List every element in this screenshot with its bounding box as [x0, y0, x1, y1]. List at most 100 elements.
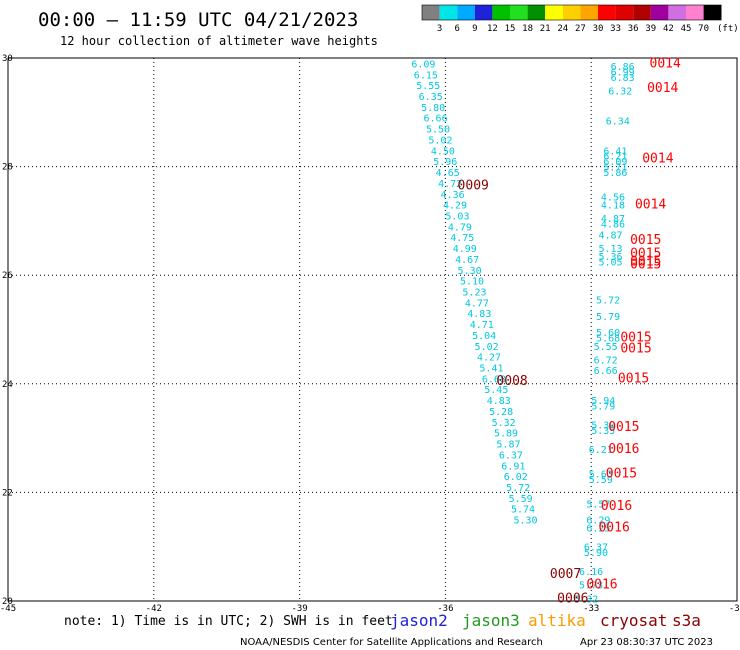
jason3-point-label: 5.59	[589, 475, 613, 486]
s3a-point-label: 0015	[630, 255, 661, 270]
y-tick-label: 28	[2, 163, 13, 173]
y-tick-label: 24	[2, 380, 13, 390]
colorbar-label: 42	[663, 24, 674, 34]
colorbar-swatch	[686, 5, 704, 20]
satellite-altika: altika	[528, 611, 586, 630]
jason3-point-label: 4.65	[436, 168, 460, 179]
jason3-point-label: 6.02	[504, 472, 528, 483]
chart-title: 00:00 – 11:59 UTC 04/21/2023	[38, 9, 358, 31]
x-tick-label: -30	[729, 604, 740, 614]
s3a-point-label: 0015	[606, 466, 637, 481]
colorbar-swatch	[633, 5, 651, 20]
jason3-point-label: 4.67	[455, 255, 479, 266]
y-tick-label: 20	[2, 597, 13, 607]
jason3-point-label: 5.50	[426, 125, 450, 136]
jason3-point-label: 6.83	[611, 73, 635, 84]
jason3-point-label: 4.79	[448, 222, 472, 233]
colorbar-label: 3	[437, 24, 442, 34]
colorbar-label: 39	[645, 24, 656, 34]
plot-frame	[7, 57, 738, 602]
colorbar-label: 36	[628, 24, 639, 34]
jason3-point-label: 4.71	[470, 320, 494, 331]
jason3-point-label: 5.30	[458, 266, 482, 277]
jason3-point-label: 4.87	[598, 230, 622, 241]
jason3-point-label: 4.72	[438, 179, 462, 190]
satellite-jason2: jason2	[390, 611, 448, 630]
colorbar-swatch	[422, 5, 440, 20]
s3a-point-label: 0015	[630, 246, 661, 261]
satellite-legend: jason2 jason3 altika cryosat s3a	[390, 611, 701, 630]
jason3-point-label: 4.75	[450, 233, 474, 244]
colorbar-swatch	[703, 5, 722, 20]
jason3-point-label: 5.73	[579, 581, 603, 592]
colorbar-label: 15	[505, 24, 516, 34]
colorbar-label: 21	[540, 24, 551, 34]
s3a-point-label: 0016	[598, 521, 629, 536]
jason3-point-label: 5.60	[596, 328, 620, 339]
jason3-point-label: 5.35	[591, 426, 615, 437]
jason3-point-label: 6.41	[603, 146, 627, 157]
colorbar-swatch	[527, 5, 546, 20]
colorbar-label: 45	[681, 24, 692, 34]
cryosat-point-label: 0008	[496, 374, 527, 389]
y-tick-label: 30	[2, 54, 13, 64]
jason3-point-label: 6.34	[606, 116, 630, 127]
x-tick-label: -45	[0, 604, 16, 614]
colorbar-swatch	[439, 5, 458, 20]
jason3-point-label: 6.25	[586, 524, 610, 535]
jason3-point-label: 5.57	[586, 499, 610, 510]
jason3-point-label: 5.04	[472, 331, 496, 342]
jason3-point-label: 6.86	[611, 62, 635, 73]
jason3-point-label: 5.89	[494, 429, 518, 440]
colorbar-swatch	[650, 5, 669, 20]
s3a-point-label: 0014	[642, 151, 673, 166]
colorbar-label: 18	[522, 24, 533, 34]
cryosat-point-label: 0006	[557, 591, 588, 606]
s3a-point-label: 0015	[608, 420, 639, 435]
jason3-point-label: 5.02	[428, 135, 452, 146]
cryosat-point-label: 0009	[458, 179, 489, 194]
colorbar-label: 30	[593, 24, 604, 34]
axis-ticks: -45 -42 -39 -36 -33 -30 20 22 24 26 28 30	[0, 54, 740, 614]
jason3-point-label: 5.32	[492, 418, 516, 429]
jason3-point-label: 4.83	[487, 396, 511, 407]
jason3-point-label: 5.36	[598, 252, 622, 263]
jason3-point-label: 4.18	[601, 201, 625, 212]
grid-lines	[8, 58, 737, 601]
jason3-point-label: 5.80	[421, 103, 445, 114]
credit-text: NOAA/NESDIS Center for Satellite Applica…	[240, 637, 543, 648]
jason3-point-label: 6.66	[424, 114, 448, 125]
jason3-point-label: 5.71	[603, 163, 627, 174]
chart-subtitle: 12 hour collection of altimeter wave hei…	[60, 34, 378, 48]
jason3-point-label: 5.86	[603, 168, 627, 179]
colorbar-label: 24	[557, 24, 568, 34]
jason3-point-label: 5.55	[594, 342, 618, 353]
jason3-point-label: 6.09	[411, 59, 435, 70]
s3a-point-label: 0014	[647, 81, 678, 96]
jason3-point-label: 6.35	[419, 92, 443, 103]
colorbar-label: 12	[487, 24, 498, 34]
colorbar-swatch	[580, 5, 598, 20]
jason3-point-label: 4.29	[443, 201, 467, 212]
s3a-point-label: 0016	[586, 578, 617, 593]
x-tick-label: -33	[583, 604, 599, 614]
jason3-point-label: 5.90	[584, 548, 608, 559]
jason3-point-label: 6.72	[594, 355, 618, 366]
jason3-point-label: 6.66	[594, 366, 618, 377]
s3a-point-label: 0016	[608, 442, 639, 457]
jason3-point-label: 4.56	[601, 192, 625, 203]
jason3-point-label: 5.30	[513, 516, 537, 527]
jason3-point-label: 4.86	[601, 220, 625, 231]
plot-area: -45-42-39-36-33-30202224262830 6.096.155…	[0, 54, 740, 614]
y-tick-label: 26	[2, 271, 13, 281]
jason3-point-label: 5.79	[596, 312, 620, 323]
colorbar-swatch	[598, 5, 616, 20]
jason3-point-label: 5.72	[596, 296, 620, 307]
satellite-s3a: s3a	[672, 611, 701, 630]
jason3-point-label: 5.10	[460, 277, 484, 288]
jason3-point-label: 5.13	[598, 244, 622, 255]
note-text: note: 1) Time is in UTC; 2) SWH is in fe…	[64, 614, 393, 629]
colorbar-label: 9	[472, 24, 477, 34]
colorbar-swatch	[562, 5, 581, 20]
